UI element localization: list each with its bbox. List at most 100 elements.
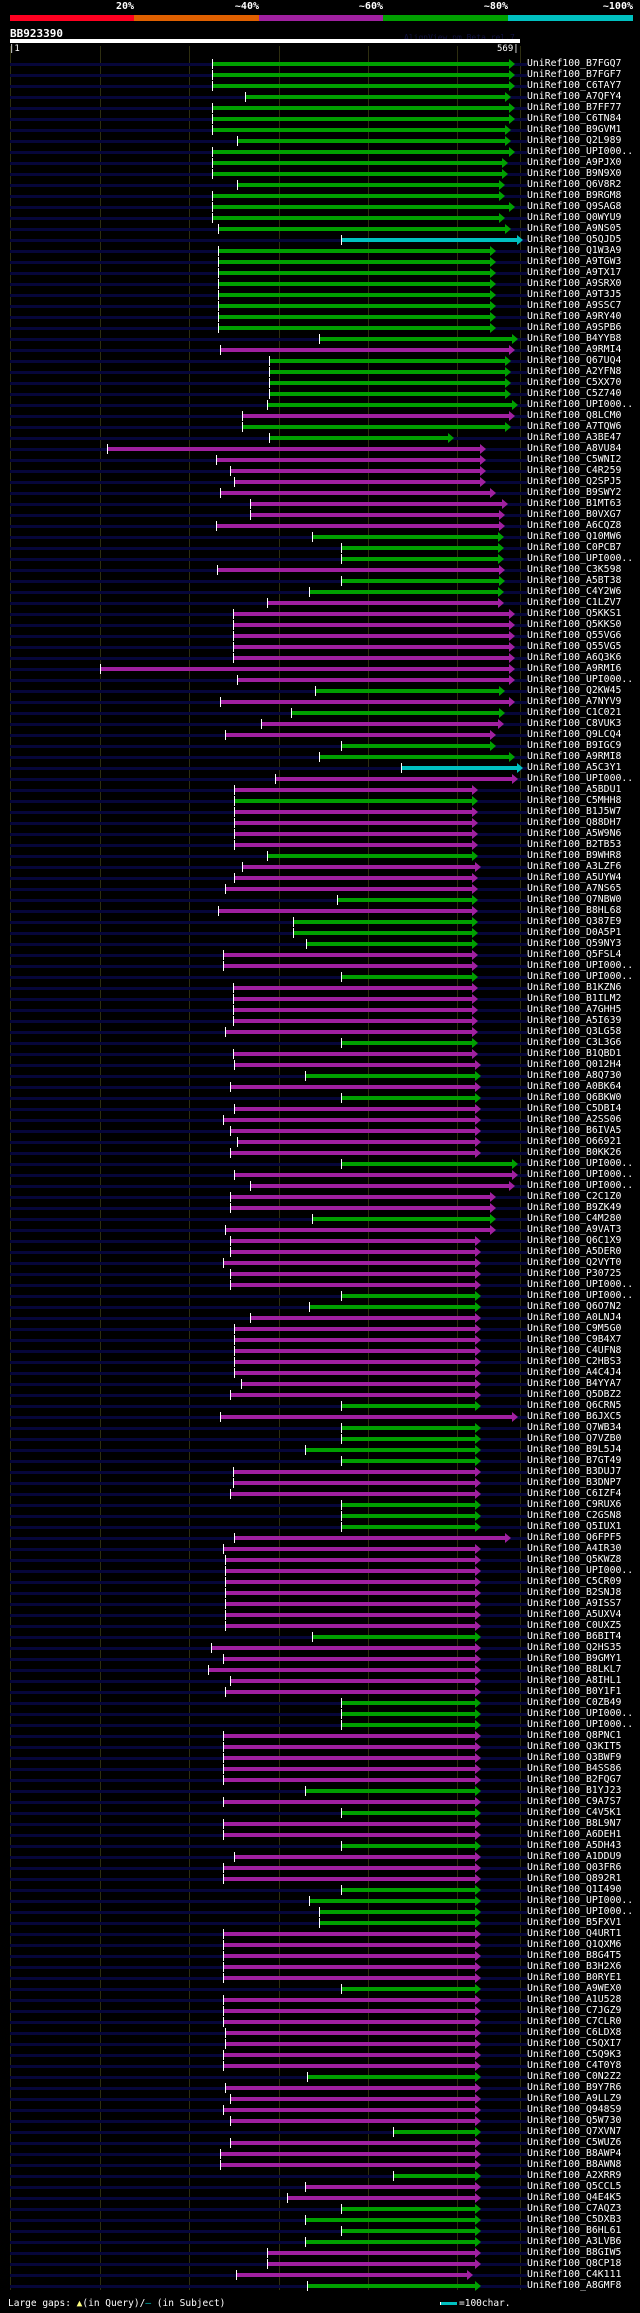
hit-label[interactable]: UniRef100_Q1I490: [527, 1884, 622, 1895]
alignment-bar[interactable]: [304, 2240, 476, 2244]
hit-row[interactable]: UniRef100_C6IZF4: [0, 1488, 640, 1500]
hit-row[interactable]: UniRef100_Q55VG5: [0, 641, 640, 653]
alignment-bar[interactable]: [341, 1459, 476, 1463]
alignment-bar[interactable]: [286, 2196, 476, 2200]
hit-label[interactable]: UniRef100_Q5IUX1: [527, 1521, 622, 1532]
hit-row[interactable]: UniRef100_UPI000..: [0, 674, 640, 686]
hit-row[interactable]: UniRef100_B8L9N7: [0, 1818, 640, 1830]
hit-row[interactable]: UniRef100_Q5KKS1: [0, 608, 640, 620]
hit-label[interactable]: UniRef100_B8AWP4: [527, 2148, 622, 2159]
alignment-bar[interactable]: [212, 62, 510, 66]
hit-label[interactable]: UniRef100_A9WEX0: [527, 1983, 622, 1994]
alignment-bar[interactable]: [229, 2097, 476, 2101]
hit-row[interactable]: UniRef100_B8G4T5: [0, 1950, 640, 1962]
hit-row[interactable]: UniRef100_C4V5K1: [0, 1807, 640, 1819]
hit-label[interactable]: UniRef100_UPI000..: [527, 1719, 634, 1730]
alignment-bar[interactable]: [261, 722, 498, 726]
alignment-bar[interactable]: [234, 843, 473, 847]
hit-label[interactable]: UniRef100_B1KZN6: [527, 982, 622, 993]
hit-row[interactable]: UniRef100_A9ISS7: [0, 1598, 640, 1610]
hit-row[interactable]: UniRef100_C3K598: [0, 564, 640, 576]
alignment-bar[interactable]: [218, 260, 491, 264]
alignment-bar[interactable]: [291, 711, 500, 715]
hit-label[interactable]: UniRef100_Q5KWZ8: [527, 1554, 622, 1565]
hit-label[interactable]: UniRef100_C9A7S7: [527, 1796, 622, 1807]
hit-label[interactable]: UniRef100_UPI000..: [527, 674, 634, 685]
hit-row[interactable]: UniRef100_A9RY40: [0, 311, 640, 323]
hit-row[interactable]: UniRef100_A0BK64: [0, 1081, 640, 1093]
hit-row[interactable]: UniRef100_C5WUZ6: [0, 2137, 640, 2149]
hit-row[interactable]: UniRef100_Q10MW6: [0, 531, 640, 543]
alignment-bar[interactable]: [215, 458, 480, 462]
hit-row[interactable]: UniRef100_B9IGC9: [0, 740, 640, 752]
hit-row[interactable]: UniRef100_UPI000..: [0, 1169, 640, 1181]
hit-label[interactable]: UniRef100_B1QBD1: [527, 1048, 622, 1059]
hit-row[interactable]: UniRef100_Q9SAG8: [0, 201, 640, 213]
alignment-bar[interactable]: [249, 513, 500, 517]
hit-row[interactable]: UniRef100_C0N2Z2: [0, 2071, 640, 2083]
hit-row[interactable]: UniRef100_Q8CP18: [0, 2258, 640, 2270]
hit-label[interactable]: UniRef100_C4T0Y8: [527, 2060, 622, 2071]
hit-row[interactable]: UniRef100_C2HBS3: [0, 1356, 640, 1368]
alignment-bar[interactable]: [234, 1107, 476, 1111]
hit-label[interactable]: UniRef100_B7FGF7: [527, 69, 622, 80]
alignment-bar[interactable]: [304, 2218, 476, 2222]
hit-label[interactable]: UniRef100_Q5KKS0: [527, 619, 622, 630]
hit-label[interactable]: UniRef100_C4Y2W6: [527, 586, 622, 597]
hit-label[interactable]: UniRef100_Q387E9: [527, 916, 622, 927]
hit-label[interactable]: UniRef100_UPI000..: [527, 146, 634, 157]
hit-row[interactable]: UniRef100_UPI000..: [0, 960, 640, 972]
alignment-bar[interactable]: [341, 1294, 476, 1298]
hit-row[interactable]: UniRef100_A5DER0: [0, 1246, 640, 1258]
hit-label[interactable]: UniRef100_C4K111: [527, 2269, 622, 2280]
alignment-bar[interactable]: [393, 2174, 476, 2178]
hit-row[interactable]: UniRef100_C0UXZ5: [0, 1620, 640, 1632]
hit-label[interactable]: UniRef100_C5QXI7: [527, 2038, 622, 2049]
hit-label[interactable]: UniRef100_A6CQZ8: [527, 520, 622, 531]
hit-label[interactable]: UniRef100_Q5FSL4: [527, 949, 622, 960]
alignment-bar[interactable]: [208, 1668, 476, 1672]
hit-row[interactable]: UniRef100_Q6FPF5: [0, 1532, 640, 1544]
alignment-bar[interactable]: [318, 1910, 476, 1914]
alignment-bar[interactable]: [212, 84, 510, 88]
hit-label[interactable]: UniRef100_Q9SAG8: [527, 201, 622, 212]
hit-label[interactable]: UniRef100_Q88DH7: [527, 817, 622, 828]
hit-label[interactable]: UniRef100_A7NS65: [527, 883, 622, 894]
hit-label[interactable]: UniRef100_B3H2X6: [527, 1961, 622, 1972]
alignment-bar[interactable]: [249, 1184, 510, 1188]
hit-label[interactable]: UniRef100_C2HBS3: [527, 1356, 622, 1367]
alignment-bar[interactable]: [222, 2064, 476, 2068]
alignment-bar[interactable]: [222, 1657, 476, 1661]
hit-row[interactable]: UniRef100_B1ILM2: [0, 993, 640, 1005]
hit-row[interactable]: UniRef100_Q5CCL5: [0, 2181, 640, 2193]
hit-label[interactable]: UniRef100_Q2L989: [527, 135, 622, 146]
hit-row[interactable]: UniRef100_A3LZF6: [0, 861, 640, 873]
hit-label[interactable]: UniRef100_B8G4T5: [527, 1950, 622, 1961]
alignment-bar[interactable]: [229, 1129, 476, 1133]
hit-label[interactable]: UniRef100_B2FQG7: [527, 1774, 622, 1785]
hit-row[interactable]: UniRef100_Q5W730: [0, 2115, 640, 2127]
hit-row[interactable]: UniRef100_A6Q3K6: [0, 652, 640, 664]
alignment-bar[interactable]: [232, 1052, 473, 1056]
hit-label[interactable]: UniRef100_C2C1Z0: [527, 1191, 622, 1202]
hit-row[interactable]: UniRef100_A5UYW4: [0, 872, 640, 884]
hit-label[interactable]: UniRef100_A8Q730: [527, 1070, 622, 1081]
alignment-bar[interactable]: [308, 1899, 476, 1903]
hit-label[interactable]: UniRef100_C5WUZ6: [527, 2137, 622, 2148]
hit-label[interactable]: UniRef100_B1ILM2: [527, 993, 622, 1004]
hit-label[interactable]: UniRef100_C0UXZ5: [527, 1620, 622, 1631]
hit-label[interactable]: UniRef100_Q3KIT5: [527, 1741, 622, 1752]
alignment-bar[interactable]: [234, 1338, 476, 1342]
hit-row[interactable]: UniRef100_A1U528: [0, 1994, 640, 2006]
hit-label[interactable]: UniRef100_B1MT63: [527, 498, 622, 509]
hit-row[interactable]: UniRef100_Q5FSL4: [0, 949, 640, 961]
alignment-bar[interactable]: [307, 2075, 476, 2079]
alignment-bar[interactable]: [341, 1437, 476, 1441]
hit-label[interactable]: UniRef100_Q7VZB0: [527, 1433, 622, 1444]
hit-label[interactable]: UniRef100_Q6O7N2: [527, 1301, 622, 1312]
hit-label[interactable]: UniRef100_B9IGC9: [527, 740, 622, 751]
hit-label[interactable]: UniRef100_Q0WYU9: [527, 212, 622, 223]
hit-row[interactable]: UniRef100_A9NS05: [0, 223, 640, 235]
hit-label[interactable]: UniRef100_C9M5G0: [527, 1323, 622, 1334]
alignment-bar[interactable]: [308, 1305, 476, 1309]
